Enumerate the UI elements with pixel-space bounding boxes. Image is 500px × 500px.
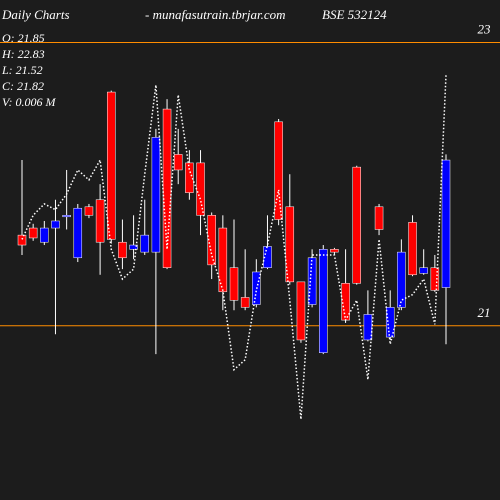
candle-body bbox=[441, 159, 451, 288]
dotted-line bbox=[21, 75, 447, 420]
candle-body bbox=[62, 215, 71, 218]
candle-body bbox=[84, 206, 94, 216]
info-line: C: 21.82 bbox=[2, 79, 44, 93]
info-line: H: 22.83 bbox=[1, 47, 45, 61]
chart-subtitle: - munafasutrain.tbrjar.com bbox=[145, 7, 285, 22]
candle-body bbox=[341, 283, 350, 321]
candle-body bbox=[296, 281, 306, 341]
candle-body bbox=[118, 241, 127, 259]
candle-body bbox=[330, 249, 339, 253]
info-line: O: 21.85 bbox=[2, 31, 45, 45]
candle-body bbox=[352, 166, 361, 284]
candle-body bbox=[51, 220, 60, 229]
candle-body bbox=[17, 234, 27, 246]
candle-body bbox=[408, 222, 417, 276]
candle-body bbox=[173, 154, 183, 171]
y-tick-label: 21 bbox=[478, 305, 491, 320]
candle-body bbox=[419, 267, 428, 274]
y-tick-label: 23 bbox=[478, 21, 492, 36]
candle-body bbox=[40, 227, 49, 243]
chart-title: Daily Charts bbox=[1, 7, 70, 22]
info-line: V: 0.006 M bbox=[2, 95, 57, 109]
candle-body bbox=[363, 314, 373, 341]
candle-body bbox=[397, 251, 406, 308]
candle-body bbox=[140, 234, 149, 253]
candle-body bbox=[107, 91, 116, 240]
info-line: L: 21.52 bbox=[1, 63, 43, 77]
symbol: BSE 532124 bbox=[322, 7, 387, 22]
candle-body bbox=[185, 162, 194, 193]
candle-body bbox=[285, 206, 295, 283]
candle-body bbox=[207, 215, 216, 266]
candle-body bbox=[28, 227, 38, 239]
candle-body bbox=[151, 137, 161, 253]
candle-body bbox=[218, 227, 228, 293]
candle-body bbox=[240, 297, 250, 308]
candle-body bbox=[274, 121, 283, 220]
candle-body bbox=[385, 307, 395, 338]
candle-body bbox=[129, 244, 138, 250]
candle-body bbox=[374, 206, 384, 230]
candle-body bbox=[95, 199, 105, 243]
candle-body bbox=[73, 207, 83, 259]
candle-body bbox=[263, 246, 272, 268]
candle-body bbox=[229, 267, 239, 301]
candle-body bbox=[196, 162, 205, 216]
candle-body bbox=[430, 267, 440, 291]
candle-body bbox=[319, 249, 328, 353]
